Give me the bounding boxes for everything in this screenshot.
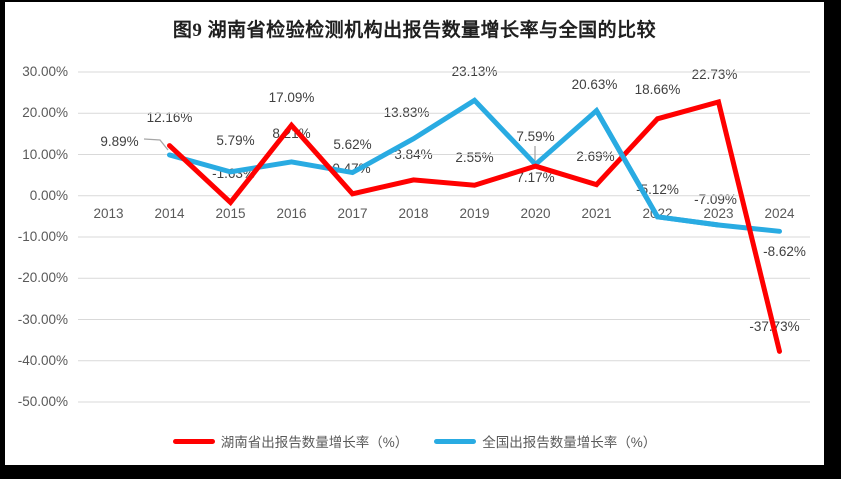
x-axis-tick-label: 2019 [459, 206, 490, 221]
y-axis-tick-label: 0.00% [29, 187, 68, 203]
x-axis-tick-label: 2024 [764, 206, 795, 221]
x-axis-tick-label: 2014 [154, 206, 185, 221]
data-label: 18.66% [634, 81, 681, 97]
data-label: 12.16% [146, 109, 193, 125]
chart-legend: 湖南省出报告数量增长率（%） 全国出报告数量增长率（%） [5, 431, 824, 451]
data-label: 22.73% [691, 66, 738, 82]
x-axis-tick-label: 2020 [520, 206, 551, 221]
y-axis-tick-label: -50.00% [17, 394, 68, 409]
chart-title: 图9 湖南省检验检测机构出报告数量增长率与全国的比较 [172, 20, 657, 41]
x-axis-tick-label: 2016 [276, 206, 307, 221]
y-axis-tick-label: -20.00% [17, 270, 68, 286]
x-axis-tick-label: 2023 [703, 206, 734, 221]
data-label: 7.59% [516, 129, 555, 145]
x-axis-tick-label: 2017 [337, 206, 368, 221]
x-axis-tick-label: 2013 [93, 206, 124, 221]
legend-item-national: 全国出报告数量增长率（%） [434, 431, 656, 451]
data-label: 2.55% [455, 150, 494, 166]
data-label: -1.63% [212, 166, 255, 182]
legend-line-swatch-blue [434, 438, 477, 444]
data-label: 17.09% [268, 90, 315, 106]
data-label: 20.63% [571, 76, 618, 92]
y-axis-tick-label: -10.00% [17, 229, 68, 244]
y-axis-tick-label: -30.00% [17, 311, 68, 327]
x-axis-tick-label: 2015 [215, 206, 246, 221]
data-label: -7.09% [694, 191, 737, 207]
y-axis-tick-label: 20.00% [22, 105, 68, 121]
data-label: 7.17% [516, 170, 555, 186]
y-axis-tick-label: 30.00% [22, 64, 68, 79]
data-label: -37.73% [749, 319, 800, 335]
data-label: 13.83% [383, 104, 430, 120]
legend-line-swatch-red [172, 438, 215, 444]
x-axis-tick-label: 2022 [642, 206, 673, 221]
data-label: 9.89% [100, 133, 139, 149]
legend-label-hunan: 湖南省出报告数量增长率（%） [220, 435, 409, 450]
legend-item-hunan: 湖南省出报告数量增长率（%） [172, 431, 409, 451]
data-label: -8.62% [763, 244, 806, 260]
x-axis-tick-label: 2021 [581, 206, 612, 221]
data-label: 2.69% [576, 148, 615, 164]
data-label: 0.47% [332, 160, 371, 176]
data-label: 23.13% [451, 64, 498, 80]
x-axis-tick-label: 2018 [398, 206, 429, 221]
data-label: 5.62% [333, 136, 372, 152]
legend-label-national: 全国出报告数量增长率（%） [482, 435, 657, 450]
y-axis-tick-label: 10.00% [22, 146, 68, 162]
y-axis-tick-label: -40.00% [17, 352, 68, 368]
